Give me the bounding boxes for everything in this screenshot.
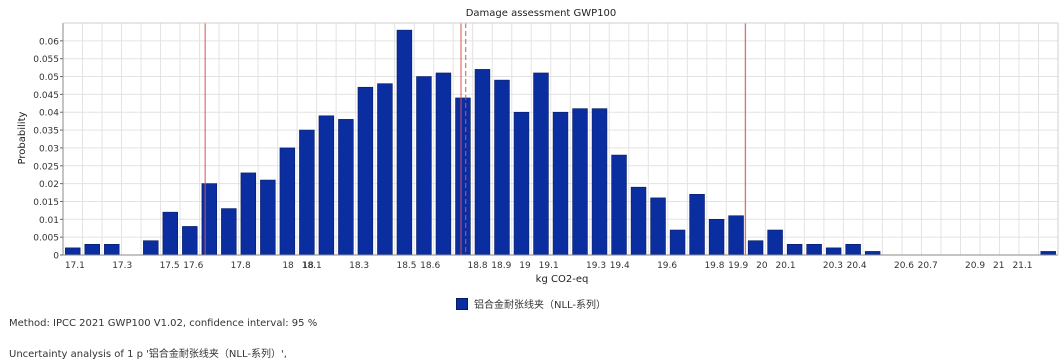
x-tick-label: 19 (519, 261, 531, 271)
x-tick-label: 18.6 (420, 261, 440, 271)
x-tick-label: 20.4 (847, 261, 867, 271)
method-text: Method: IPCC 2021 GWP100 V1.02, confiden… (9, 318, 318, 329)
bar (338, 119, 354, 256)
x-tick-label: 17.1 (65, 261, 85, 271)
bar (533, 72, 549, 256)
confidence-lines (204, 23, 746, 255)
bar (455, 97, 471, 256)
y-tick-label: 0.055 (33, 55, 59, 65)
bar (279, 147, 296, 256)
bar (318, 115, 335, 256)
bar (767, 229, 783, 256)
y-tick-label: 0.01 (39, 216, 59, 226)
x-tick-label: 19.1 (539, 261, 559, 271)
chart-title: Damage assessment GWP100 (466, 8, 617, 19)
y-tick-label: 0.06 (39, 37, 59, 47)
bar (689, 194, 705, 256)
x-tick-label: 20.9 (965, 261, 985, 271)
y-tick-label: 0.03 (39, 144, 59, 154)
bar (104, 243, 120, 256)
bar (143, 240, 159, 256)
x-tick-label: 21.1 (1012, 261, 1032, 271)
y-tick-label: 0.005 (33, 234, 59, 244)
bar (786, 243, 803, 256)
bar (708, 219, 725, 256)
bar (513, 111, 530, 256)
y-tick-label: 0.05 (39, 73, 59, 83)
x-tick-label: 20.3 (823, 261, 843, 271)
y-tick-label: 0.025 (33, 162, 59, 172)
bar (357, 86, 374, 256)
bar (435, 72, 452, 256)
y-tick-label: 0 (53, 252, 59, 262)
bar (299, 129, 315, 256)
legend: 铝合金耐张线夹（NLL-系列） (0, 296, 1062, 311)
bar (864, 251, 881, 256)
x-axis-label: kg CO2-eq (536, 274, 589, 285)
bar (494, 79, 510, 256)
bar (806, 243, 822, 256)
x-tick-label: 20.7 (918, 261, 938, 271)
x-tick-label: 18.5 (396, 261, 416, 271)
x-tick-label: 18.8 (468, 261, 488, 271)
x-tick-label: 17.8 (231, 261, 251, 271)
x-tick-label: 18.9 (491, 261, 511, 271)
x-tick-label: 19.4 (610, 261, 630, 271)
bar (591, 108, 608, 256)
y-axis-label: Probability (17, 111, 28, 164)
bar (65, 247, 81, 256)
x-tick-label: 18 (302, 261, 314, 271)
x-tick-label: 17.6 (183, 261, 203, 271)
x-tick-label: 18 (282, 261, 294, 271)
legend-label: 铝合金耐张线夹（NLL-系列） (473, 300, 607, 311)
bar (747, 240, 764, 256)
x-tick-label: 18.3 (349, 261, 369, 271)
bar (182, 226, 198, 256)
axes: 0 0.005 0.01 0.015 0.02 0.025 0.03 0.035 0.04 0.0… (33, 22, 1059, 271)
y-tick-label: 0.02 (39, 180, 59, 190)
y-tick-label: 0.045 (33, 91, 59, 101)
bar (201, 183, 218, 256)
x-tick-label: 20.6 (894, 261, 914, 271)
x-tick-label: 19.3 (586, 261, 606, 271)
bar (162, 211, 179, 256)
y-tick-label: 0.04 (39, 109, 59, 119)
bar (240, 172, 257, 256)
bar (845, 243, 861, 256)
bar (650, 197, 666, 256)
legend-swatch (455, 298, 468, 310)
x-tick-label: 20.1 (776, 261, 796, 271)
bar (669, 229, 686, 256)
y-tick-label: 0.015 (33, 198, 59, 208)
y-tick-label: 0.035 (33, 127, 59, 137)
bar (221, 208, 237, 256)
bar (377, 83, 393, 256)
x-tick-label: 19.8 (704, 261, 724, 271)
x-tick-label: 20 (756, 261, 768, 271)
bar (416, 76, 432, 256)
bar (728, 215, 744, 256)
x-tick-label: 18.1 (302, 261, 322, 271)
bar (825, 247, 842, 256)
bar (84, 243, 100, 256)
bar (1040, 251, 1056, 256)
x-tick-label: 19.6 (657, 261, 677, 271)
bar (572, 108, 588, 256)
bars (65, 29, 1056, 256)
histogram-chart: Damage assessment GWP100 Probability kg … (17, 8, 1059, 285)
bar (260, 179, 276, 256)
x-tick-label: 19.9 (728, 261, 748, 271)
bar (552, 111, 569, 256)
bar (630, 186, 647, 256)
x-tick-label: 17.3 (112, 261, 132, 271)
bar (474, 69, 491, 256)
x-tick-label: 21 (993, 261, 1004, 271)
x-tick-label: 17.5 (160, 261, 180, 271)
analysis-text: Uncertainty analysis of 1 p '铝合金耐张线夹（NLL… (9, 349, 287, 360)
bar (396, 29, 413, 256)
bar (611, 154, 627, 256)
